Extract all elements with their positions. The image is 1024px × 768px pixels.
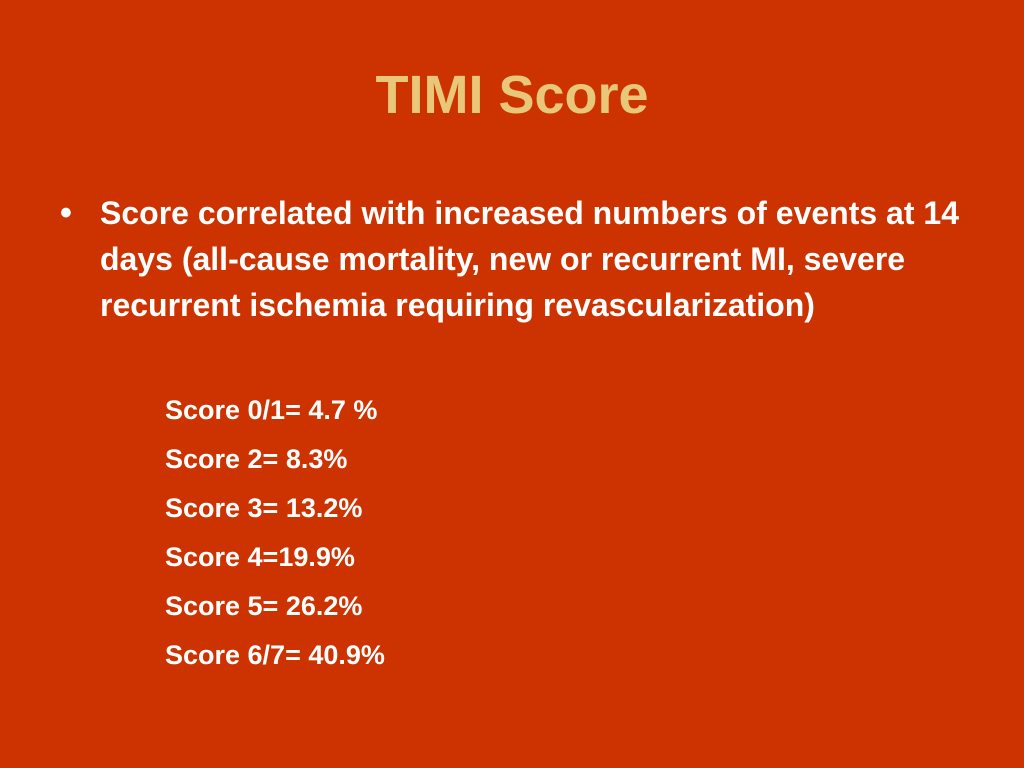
score-item-5: Score 5= 26.2% (165, 591, 363, 621)
bullet-text: Score correlated with increased numbers … (100, 195, 959, 323)
bullet-marker: • (60, 194, 72, 232)
score-item-4: Score 4=19.9% (165, 542, 355, 572)
score-item-3: Score 3= 13.2% (165, 493, 363, 523)
score-item-2: Score 2= 8.3% (165, 444, 348, 474)
slide-title: TIMI Score (375, 65, 649, 125)
score-list: Score 0/1= 4.7 % Score 2= 8.3% Score 3= … (165, 386, 385, 680)
bullet-item: • Score correlated with increased number… (60, 190, 990, 328)
score-item-6-7: Score 6/7= 40.9% (165, 640, 385, 670)
bullet-block: • Score correlated with increased number… (60, 190, 990, 328)
score-item-0-1: Score 0/1= 4.7 % (165, 395, 378, 425)
